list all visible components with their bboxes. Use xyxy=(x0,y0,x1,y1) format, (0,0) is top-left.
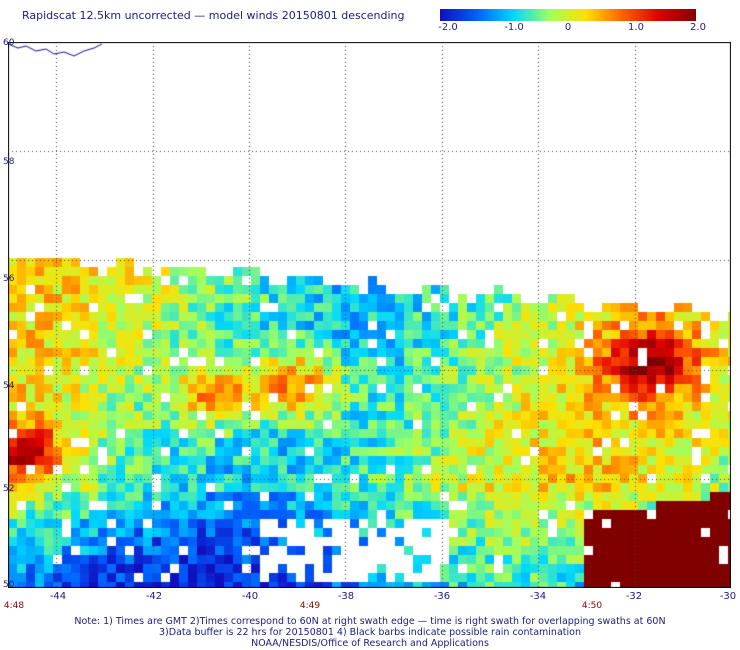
lon-label: -32 xyxy=(625,591,643,602)
lon-label: -42 xyxy=(145,591,163,602)
footnote-line-3: NOAA/NESDIS/Office of Research and Appli… xyxy=(251,638,489,649)
lon-label: -30 xyxy=(719,591,737,602)
lon-label: -38 xyxy=(337,591,355,602)
colorbar xyxy=(440,9,696,21)
time-label: 4:49 xyxy=(299,601,321,611)
colorbar-label: -2.0 xyxy=(438,22,458,33)
lon-label: -40 xyxy=(241,591,259,602)
colorbar-label: 2.0 xyxy=(690,22,706,33)
lat-label-58: 58 xyxy=(3,157,15,167)
lon-label: -36 xyxy=(433,591,451,602)
footnote-line-1: Note: 1) Times are GMT 2)Times correspon… xyxy=(74,616,666,627)
time-label: 4:50 xyxy=(581,601,603,611)
lon-label: -34 xyxy=(529,591,547,602)
wind-difference-map xyxy=(8,42,731,588)
colorbar-label: 0 xyxy=(564,22,572,33)
lat-label-54: 54 xyxy=(3,381,15,391)
lat-label-52: 52 xyxy=(3,484,15,494)
lat-label-56: 56 xyxy=(3,274,15,284)
map-title: Rapidscat 12.5km uncorrected — model win… xyxy=(22,9,405,22)
time-label: 4:48 xyxy=(3,601,25,611)
colorbar-label: -1.0 xyxy=(504,22,524,33)
colorbar-label: 1.0 xyxy=(628,22,644,33)
lat-label-50: 50 xyxy=(3,580,15,590)
lon-label: -44 xyxy=(49,591,67,602)
footnote-line-2: 3)Data buffer is 22 hrs for 20150801 4) … xyxy=(159,627,581,638)
lat-label-60: 60 xyxy=(3,38,15,48)
